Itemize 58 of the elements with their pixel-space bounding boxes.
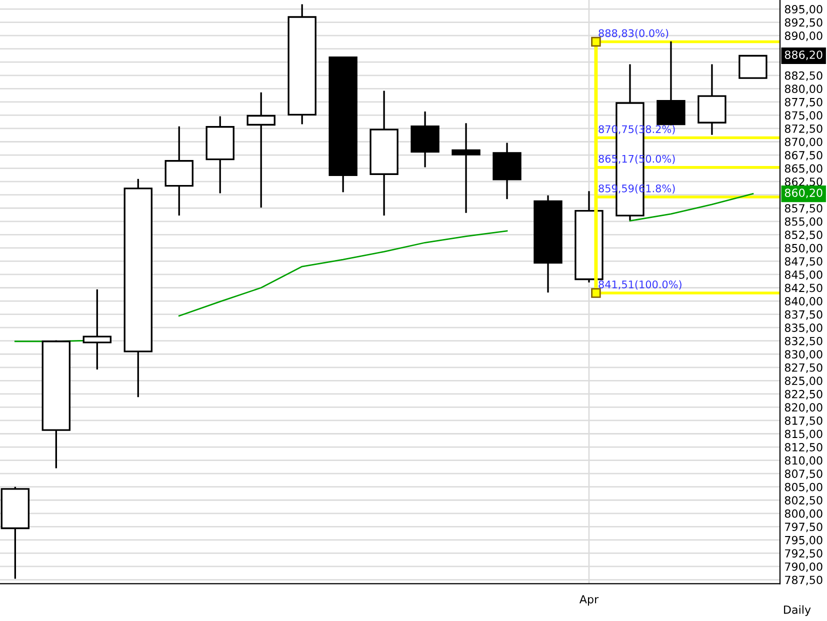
annotation: 860,20 bbox=[784, 188, 822, 198]
candlestick bbox=[452, 122, 480, 214]
y-tick-label: 845,00 bbox=[784, 270, 822, 280]
y-tick-label: 812,50 bbox=[784, 443, 822, 453]
y-tick-label: 870,00 bbox=[784, 138, 822, 148]
y-tick-label: 892,50 bbox=[784, 18, 822, 28]
y-tick-label: 790,00 bbox=[785, 562, 822, 572]
y-tick-label: 882,50 bbox=[784, 71, 822, 81]
y-tick-label: 825,00 bbox=[784, 376, 822, 386]
y-tick-label: 830,00 bbox=[784, 350, 822, 360]
y-tick-label: 805,00 bbox=[784, 482, 822, 492]
y-tick-label: 877,50 bbox=[784, 98, 822, 108]
y-tick-label: 795,00 bbox=[785, 536, 822, 546]
y-tick-label: 815,00 bbox=[784, 430, 822, 440]
candlestick bbox=[206, 115, 234, 194]
y-tick-label: 820,00 bbox=[784, 403, 822, 413]
y-tick-label: 867,50 bbox=[784, 151, 822, 161]
y-tick-label: 857,50 bbox=[784, 204, 822, 214]
candlestick bbox=[410, 110, 440, 168]
ref-line-label: 841,51(100.0%) bbox=[598, 280, 682, 290]
y-tick-label: 855,00 bbox=[784, 217, 822, 227]
ref-line-label: 888,83(0.0%) bbox=[598, 29, 668, 38]
x-tick-label: Apr bbox=[579, 595, 599, 606]
candlestick bbox=[492, 142, 522, 200]
y-tick-label: 875,00 bbox=[784, 111, 822, 121]
y-tick-label: 797,50 bbox=[785, 522, 822, 532]
y-tick-label: 832,50 bbox=[784, 336, 822, 346]
y-tick-label: 810,00 bbox=[784, 456, 822, 466]
candlestick bbox=[370, 90, 398, 216]
y-tick-label: 827,50 bbox=[784, 363, 822, 373]
y-tick-label: 802,50 bbox=[784, 496, 822, 506]
candlestick bbox=[124, 178, 152, 398]
y-tick-label: 840,00 bbox=[784, 297, 822, 307]
candlestick bbox=[82, 288, 112, 370]
y-tick-label: 890,00 bbox=[784, 32, 822, 42]
y-tick-label: 852,50 bbox=[784, 230, 822, 240]
candlestick bbox=[698, 63, 726, 136]
y-tick-label: 835,00 bbox=[784, 324, 822, 334]
candlestick bbox=[246, 92, 276, 208]
y-tick-label: 817,50 bbox=[784, 416, 822, 426]
y-tick-label: 842,50 bbox=[784, 284, 822, 294]
annotation: 886,20 bbox=[784, 50, 822, 60]
y-tick-label: 837,50 bbox=[784, 310, 822, 320]
y-tick-label: 792,50 bbox=[785, 549, 822, 559]
y-tick-label: 787,50 bbox=[785, 576, 822, 586]
y-tick-label: 872,50 bbox=[784, 124, 822, 134]
y-tick-label: 850,00 bbox=[784, 244, 822, 254]
candlestick bbox=[288, 3, 316, 126]
candlestick bbox=[534, 194, 562, 294]
y-tick-label: 895,00 bbox=[784, 5, 822, 15]
y-tick-label: 847,50 bbox=[784, 257, 822, 267]
y-tick-label: 822,50 bbox=[784, 390, 822, 400]
text: Daily bbox=[784, 605, 811, 616]
y-tick-label: 807,50 bbox=[784, 470, 822, 480]
y-tick-label: 800,00 bbox=[784, 509, 822, 519]
y-tick-label: 865,00 bbox=[784, 164, 822, 174]
candlestick bbox=[164, 126, 194, 216]
y-tick-label: 880,00 bbox=[784, 84, 822, 94]
